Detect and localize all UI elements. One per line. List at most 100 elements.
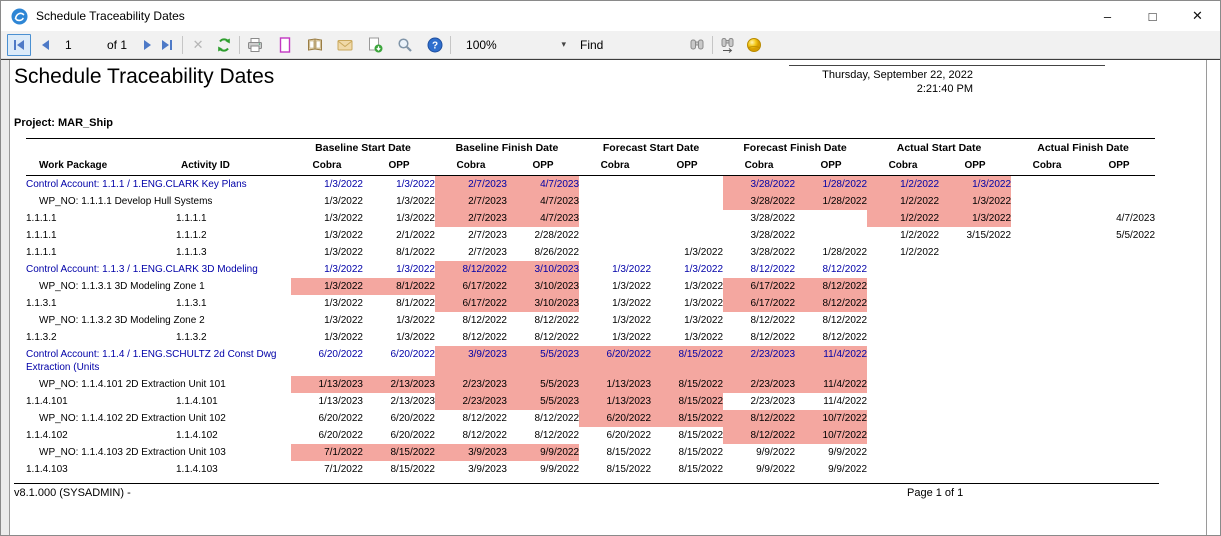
date-cell: 3/10/2023 [507, 278, 579, 295]
last-page-button[interactable] [157, 34, 177, 56]
date-cell: 6/17/2022 [435, 278, 507, 295]
date-cell: 8/26/2022 [507, 244, 579, 261]
date-cell: 5/5/2023 [507, 393, 579, 410]
date-cell: 8/1/2022 [363, 278, 435, 295]
date-cell [939, 295, 1011, 312]
date-cell: 1/3/2022 [291, 278, 363, 295]
zoom-button[interactable] [395, 34, 415, 56]
date-cell: 3/28/2022 [723, 210, 795, 227]
page-setup-button[interactable] [305, 34, 325, 56]
page-number-input[interactable]: 1 [65, 38, 93, 52]
date-cell [1011, 329, 1083, 346]
date-cell: 1/3/2022 [363, 312, 435, 329]
app-logo-icon [11, 8, 28, 25]
date-cell: 1/3/2022 [363, 210, 435, 227]
work-package-row: WP_NO: 1.1.4.101 2D Extraction Unit 1011… [26, 376, 1155, 393]
date-cell: 6/20/2022 [579, 427, 651, 444]
print-layout-button[interactable] [275, 34, 295, 56]
find-button[interactable]: Find [580, 38, 603, 52]
print-icon [247, 37, 263, 53]
first-page-button[interactable] [7, 34, 31, 56]
date-cell: 1/3/2022 [291, 312, 363, 329]
date-cell: 8/15/2022 [651, 427, 723, 444]
date-cell [651, 227, 723, 244]
report-page: Schedule Traceability Dates Thursday, Se… [11, 60, 1206, 535]
first-page-icon [13, 40, 25, 50]
date-cell: 11/4/2022 [795, 393, 867, 410]
date-cell: 2/13/2023 [363, 393, 435, 410]
date-cell [1083, 176, 1155, 194]
toolbar-separator [712, 36, 713, 54]
row-label: WP_NO: 1.1.4.102 2D Extraction Unit 102 [26, 410, 291, 427]
report-footer: v8.1.000 (SYSADMIN) - Page 1 of 1 [14, 483, 1159, 499]
cobra-button[interactable] [744, 34, 764, 56]
next-page-button[interactable] [137, 34, 157, 56]
maximize-button[interactable]: □ [1130, 1, 1175, 31]
prev-page-icon [41, 40, 50, 50]
date-cell: 6/17/2022 [723, 295, 795, 312]
email-button[interactable] [335, 34, 355, 56]
date-cell [579, 210, 651, 227]
date-cell [1011, 176, 1083, 194]
print-button[interactable] [245, 34, 265, 56]
activity-id: 1.1.1.3 [176, 244, 291, 261]
date-cell [867, 346, 939, 376]
zoom-level-select[interactable]: 100% ▾ [466, 38, 566, 52]
export-button[interactable] [365, 34, 385, 56]
date-cell [1083, 261, 1155, 278]
date-cell: 1/3/2022 [291, 295, 363, 312]
date-cell: 8/12/2022 [435, 329, 507, 346]
date-cell: 8/12/2022 [723, 312, 795, 329]
date-cell: 3/10/2023 [507, 295, 579, 312]
date-cell [1083, 278, 1155, 295]
date-cell: 1/3/2022 [651, 312, 723, 329]
date-cell [1011, 312, 1083, 329]
date-cell: 8/12/2022 [435, 312, 507, 329]
date-cell: 1/13/2023 [291, 393, 363, 410]
minimize-button[interactable]: – [1085, 1, 1130, 31]
date-cell: 6/20/2022 [363, 427, 435, 444]
date-cell: 1/28/2022 [795, 176, 867, 194]
search-button[interactable] [687, 34, 707, 56]
sub-header: Cobra [435, 157, 507, 176]
date-cell: 8/12/2022 [723, 410, 795, 427]
help-button[interactable]: ? [425, 34, 445, 56]
date-cell [939, 427, 1011, 444]
close-button[interactable]: ✕ [1175, 1, 1220, 31]
date-cell: 2/28/2022 [507, 227, 579, 244]
prev-page-button[interactable] [35, 34, 55, 56]
cancel-button[interactable]: ✕ [188, 34, 208, 56]
work-package-id: 1.1.1.1 [26, 227, 176, 244]
date-cell: 3/28/2022 [723, 244, 795, 261]
cobra-ball-icon [746, 37, 762, 53]
date-cell [1011, 444, 1083, 461]
date-cell: 6/20/2022 [291, 427, 363, 444]
work-package-row: WP_NO: 1.1.3.2 3D Modeling Zone 21/3/202… [26, 312, 1155, 329]
search-next-button[interactable] [718, 34, 738, 56]
date-cell: 1/2/2022 [867, 176, 939, 194]
date-cell: 6/17/2022 [435, 295, 507, 312]
date-cell: 10/7/2022 [795, 427, 867, 444]
date-cell [867, 461, 939, 478]
viewport-right-edge [1206, 60, 1207, 535]
date-cell [939, 312, 1011, 329]
header-spacer [26, 139, 291, 158]
date-cell [1083, 410, 1155, 427]
date-cell [867, 376, 939, 393]
group-header: Forecast Finish Date [723, 139, 867, 158]
title-bar: Schedule Traceability Dates – □ ✕ [1, 1, 1220, 31]
activity-id: 1.1.3.1 [176, 295, 291, 312]
date-cell: 1/3/2022 [651, 329, 723, 346]
date-cell [939, 261, 1011, 278]
refresh-button[interactable] [214, 34, 234, 56]
date-cell: 1/3/2022 [291, 210, 363, 227]
date-cell: 8/15/2022 [363, 461, 435, 478]
date-cell: 1/3/2022 [939, 210, 1011, 227]
date-cell: 4/7/2023 [507, 193, 579, 210]
work-package-id: 1.1.1.1 [26, 244, 176, 261]
date-cell [1083, 393, 1155, 410]
date-cell: 1/3/2022 [291, 329, 363, 346]
date-cell: 8/12/2022 [795, 329, 867, 346]
date-cell [1011, 227, 1083, 244]
date-cell: 1/3/2022 [579, 312, 651, 329]
